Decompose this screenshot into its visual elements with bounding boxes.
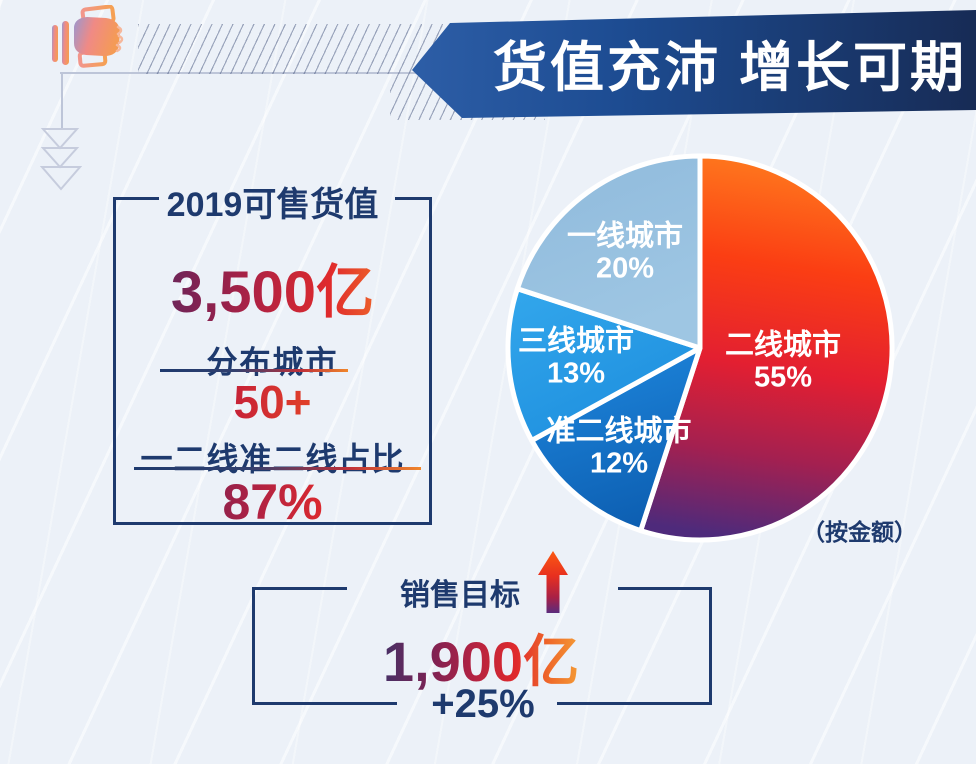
- metric-value: 87%: [113, 473, 432, 531]
- slice-percent: 12%: [589, 448, 649, 480]
- metric-value: 50+: [113, 375, 432, 429]
- pie-chart-svg: [505, 153, 895, 543]
- gradient-underline: [160, 369, 348, 372]
- slice-percent: 55%: [753, 362, 813, 394]
- slice-percent: 20%: [595, 253, 655, 285]
- box-border: [113, 522, 432, 525]
- slice-name: 三线城市: [517, 325, 635, 358]
- pie-label-tier3: 三线城市 13%: [518, 326, 634, 391]
- pie-label-quasi-tier2: 准二线城市 12%: [546, 416, 691, 481]
- up-arrow-icon: [538, 551, 568, 613]
- goal-title: 销售目标: [400, 579, 520, 612]
- slice-name: 准二线城市: [546, 415, 692, 448]
- box-border: [395, 197, 432, 200]
- box-border: [113, 197, 116, 525]
- slice-name: 二线城市: [724, 329, 842, 362]
- box-border: [429, 197, 432, 525]
- fist-holding-money-icon: [52, 5, 124, 68]
- sales-goal-box: 销售目标 1,900亿 +25%: [252, 551, 712, 726]
- pie-note: （按金额）: [802, 519, 917, 545]
- box-border: [252, 702, 397, 705]
- pie-slice-quasi-tier2: [529, 345, 703, 534]
- sellable-value-box: 2019可售货值 3,500亿 分布城市 50+ 一二线准二线占比 87%: [113, 186, 432, 530]
- pie-label-tier1: 一线城市 20%: [567, 221, 683, 286]
- goal-growth: +25%: [431, 682, 535, 726]
- slice-percent: 13%: [546, 358, 606, 390]
- metric-label: 分布城市: [206, 345, 339, 380]
- metric-label: 一二线准二线占比: [140, 441, 405, 477]
- box-border: [113, 197, 159, 200]
- triple-down-chevrons-icon: [40, 128, 82, 191]
- pie-label-tier2: 二线城市 55%: [725, 330, 841, 395]
- main-value: 3,500亿: [113, 245, 432, 329]
- goal-value: 1,900亿: [383, 617, 579, 698]
- slice-name: 一线城市: [566, 220, 684, 253]
- title-banner: 货值充沛 增长可期: [412, 10, 976, 118]
- pie-slice-tier1: [514, 153, 703, 351]
- box-title: 2019可售货值: [166, 186, 379, 224]
- pie-slice-tier3: [505, 286, 703, 443]
- page-title: 货值充沛 增长可期: [492, 37, 967, 98]
- gradient-underline: [134, 467, 421, 470]
- box-border: [252, 587, 347, 590]
- box-border: [709, 587, 712, 705]
- pie-slice-tier2: [638, 153, 895, 543]
- box-border: [252, 587, 255, 705]
- pie-chart: 二线城市 55% 准二线城市 12% 三线城市 13% 一线城市 20%: [500, 148, 900, 548]
- box-border: [557, 702, 712, 705]
- connector-line-vertical: [61, 72, 63, 129]
- box-border: [618, 587, 712, 590]
